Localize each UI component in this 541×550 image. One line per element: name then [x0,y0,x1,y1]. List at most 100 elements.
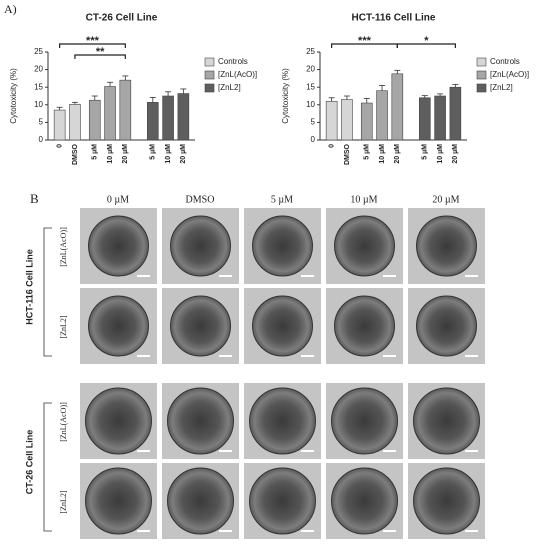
y-tick-label: 25 [306,47,315,56]
spheroid [331,387,398,455]
error-bar [56,106,63,111]
legend-label: [ZnL(AcO)] [218,70,257,79]
spheroid [252,295,313,357]
error-bar [71,101,78,105]
error-bar [363,98,370,104]
spheroid [249,467,316,535]
bar [69,104,81,141]
y-tick-label: 10 [306,100,315,109]
significance-bracket [59,43,126,48]
error-bar [149,97,156,103]
x-tick-label: 10 µM [107,144,114,164]
bar [162,95,174,141]
row-label: [ZnL(AcO)] [59,227,68,267]
spheroid [88,215,149,277]
spheroid [170,295,231,357]
error-bar [394,69,401,74]
bar [376,90,388,141]
row-label: [ZnL2] [59,315,68,338]
error-bar [421,95,428,98]
y-tick-label: 20 [306,65,315,74]
spheroid [331,467,398,535]
legend-swatch [204,83,215,93]
spheroid [170,215,231,277]
x-tick-label: 5 µM [150,144,157,160]
x-tick-label: 20 µM [180,144,187,164]
y-tick-label: 5 [311,118,316,127]
legend-label: Controls [218,57,248,66]
x-tick-label: 0 [56,144,63,148]
error-bar [107,81,114,87]
chart-title: HCT-116 Cell Line [352,13,436,24]
bar [449,86,462,141]
legend-label: [ZnL(AcO)] [490,70,529,79]
bar [119,79,132,141]
spheroid [85,387,152,455]
significance-bracket [396,43,456,48]
bar [177,93,190,141]
bar [341,99,353,141]
legend-swatch [476,83,487,93]
error-bar [122,75,129,81]
column-header: 20 µM [432,194,459,205]
y-tick-label: 0 [311,135,316,144]
legend-swatch [204,57,215,67]
bar [360,102,373,141]
spheroid [413,387,480,455]
row-label: [ZnL(AcO)] [59,402,68,442]
y-tick-label: 15 [306,82,315,91]
y-tick-label: 10 [34,100,43,109]
spheroid [334,295,395,357]
y-tick-label: 25 [34,47,43,56]
spheroid [252,215,313,277]
error-bar [165,91,172,96]
x-tick-label: 0 [328,144,335,148]
bar [391,73,404,141]
y-tick-label: 0 [39,135,44,144]
error-bar [452,83,459,88]
legend-swatch [476,70,487,80]
error-bar [180,88,187,94]
error-bar [328,97,335,102]
x-tick-label: 5 µM [364,144,371,160]
spheroid [167,387,234,455]
spheroid [413,467,480,535]
error-bar [379,85,386,91]
group-label: HCT-116 Cell Line [24,249,34,325]
x-tick-label: 20 µM [122,144,129,164]
significance-bracket [74,54,126,59]
group-bracket [43,402,52,532]
legend-label: [ZnL2] [490,83,513,92]
x-tick-label: 10 µM [437,144,444,164]
y-axis-label: Cytotoxicity (%) [9,68,18,124]
x-tick-label: DMSO [72,143,79,165]
error-bar [343,95,350,100]
group-label: CT-26 Cell Line [24,430,34,495]
x-tick-label: 20 µM [394,144,401,164]
spheroid [88,295,149,357]
y-tick-label: 5 [39,118,44,127]
significance-label: *** [86,35,100,47]
column-header: DMSO [186,194,215,205]
legend-label: Controls [490,57,520,66]
significance-label: *** [358,35,372,47]
chart-title: CT-26 Cell Line [86,13,158,24]
spheroid [416,295,477,357]
column-header: 10 µM [350,194,377,205]
bar [104,86,116,141]
error-bar [91,95,98,101]
bar [325,100,338,141]
y-axis-label: Cytotoxicity (%) [281,68,290,124]
y-tick-label: 20 [34,65,43,74]
bar [419,97,431,141]
panel-label: A) [4,2,17,16]
spheroid [167,467,234,535]
spheroid [249,387,316,455]
column-header: 0 µM [107,194,129,205]
x-tick-label: DMSO [344,143,351,165]
row-label: [ZnL2] [59,490,68,513]
x-tick-label: 10 µM [379,144,386,164]
legend-swatch [204,70,215,80]
column-header: 5 µM [271,194,293,205]
